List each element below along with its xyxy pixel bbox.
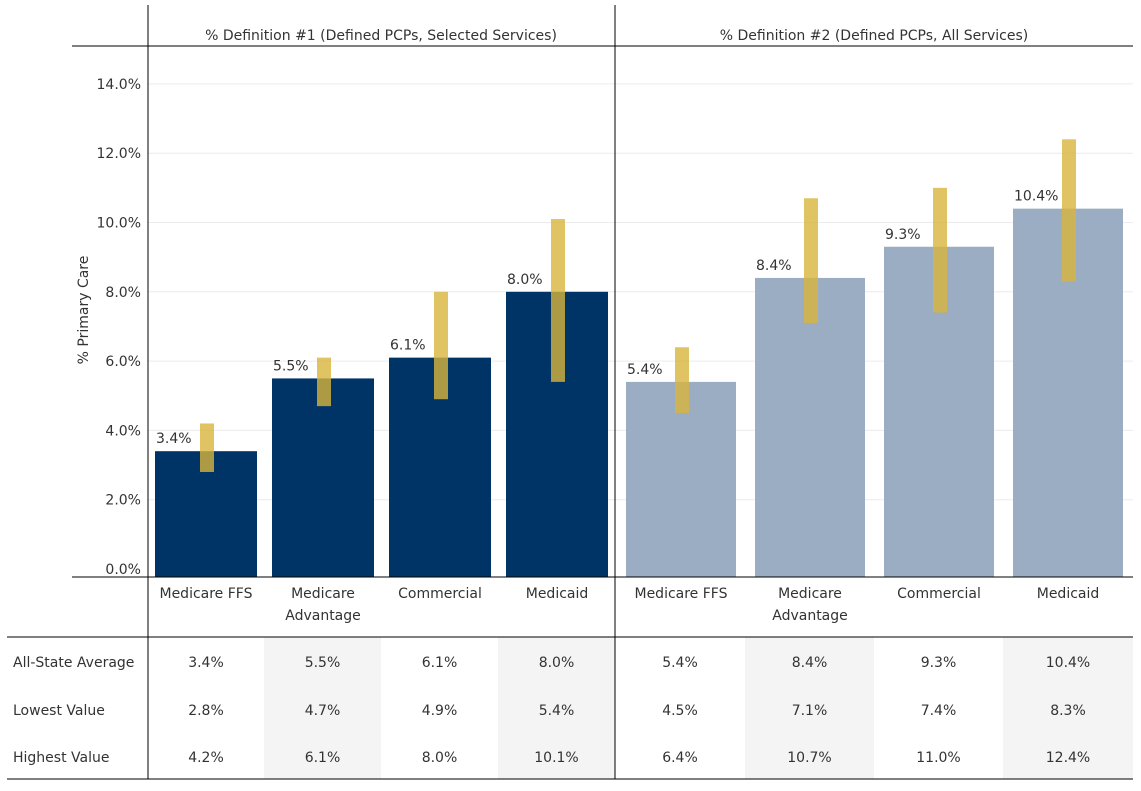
table-cell: 7.4% xyxy=(921,703,957,719)
bar xyxy=(155,451,257,577)
range-bar xyxy=(551,219,565,382)
bar-value-label: 10.4% xyxy=(1014,189,1058,205)
y-tick-label: 10.0% xyxy=(97,216,141,232)
table-cell: 4.5% xyxy=(662,703,698,719)
x-category-label: Advantage xyxy=(772,608,848,624)
y-tick-label: 12.0% xyxy=(97,146,141,162)
range-bar xyxy=(933,187,947,313)
table-cell: 6.4% xyxy=(662,750,698,766)
table-cell: 6.1% xyxy=(422,655,458,671)
table-cell: 8.4% xyxy=(792,655,828,671)
x-category-label: Medicare xyxy=(778,586,842,602)
bar xyxy=(626,381,736,577)
table-cell: 12.4% xyxy=(1046,750,1090,766)
table-row-label-highest: Highest Value xyxy=(13,750,109,766)
x-category-label: Commercial xyxy=(897,586,981,602)
panel-title-1: % Definition #1 (Defined PCPs, Selected … xyxy=(205,28,557,44)
y-axis-label: % Primary Care xyxy=(76,256,92,365)
bar-value-label: 8.0% xyxy=(507,272,543,288)
y-tick-label: 2.0% xyxy=(105,493,141,509)
range-bar xyxy=(434,291,448,400)
table-row-label-average: All-State Average xyxy=(13,655,134,671)
chart-text: % Definition #1 (Defined PCPs, Selected … xyxy=(13,28,1099,766)
table-cell: 8.3% xyxy=(1050,703,1086,719)
y-tick-label: 14.0% xyxy=(97,77,141,93)
x-category-label: Medicare FFS xyxy=(159,586,252,602)
range-bar xyxy=(200,423,214,472)
table-cell: 7.1% xyxy=(792,703,828,719)
y-tick-label: 0.0% xyxy=(105,562,141,578)
table-row-label-lowest: Lowest Value xyxy=(13,703,105,719)
range-bar xyxy=(1062,139,1076,282)
table-shading xyxy=(264,637,1133,779)
table-cell: 2.8% xyxy=(188,703,224,719)
table-column-shade xyxy=(498,637,615,779)
bar-value-label: 6.1% xyxy=(390,338,426,354)
table-cell: 6.1% xyxy=(305,750,341,766)
bar-value-label: 5.5% xyxy=(273,358,309,374)
range-bar xyxy=(675,347,689,414)
table-cell: 4.2% xyxy=(188,750,224,766)
bar-value-label: 9.3% xyxy=(885,227,921,243)
table-cell: 9.3% xyxy=(921,655,957,671)
bar xyxy=(272,378,374,577)
table-cell: 11.0% xyxy=(916,750,960,766)
x-category-label: Medicare FFS xyxy=(634,586,727,602)
table-column-shade xyxy=(745,637,874,779)
table-cell: 8.0% xyxy=(422,750,458,766)
table-cell: 10.4% xyxy=(1046,655,1090,671)
table-column-shade xyxy=(264,637,381,779)
y-tick-label: 6.0% xyxy=(105,354,141,370)
x-category-label: Medicaid xyxy=(1037,586,1100,602)
bar-value-label: 3.4% xyxy=(156,431,192,447)
panel-title-2: % Definition #2 (Defined PCPs, All Servi… xyxy=(720,28,1029,44)
table-cell: 10.1% xyxy=(534,750,578,766)
table-cell: 8.0% xyxy=(539,655,575,671)
x-category-label: Medicare xyxy=(291,586,355,602)
x-category-label: Medicaid xyxy=(526,586,589,602)
bar-value-label: 5.4% xyxy=(627,362,663,378)
table-cell: 5.5% xyxy=(305,655,341,671)
range-bars xyxy=(200,139,1076,472)
table-cell: 5.4% xyxy=(539,703,575,719)
bars xyxy=(155,208,1123,577)
table-cell: 10.7% xyxy=(787,750,831,766)
x-category-label: Advantage xyxy=(285,608,361,624)
table-cell: 3.4% xyxy=(188,655,224,671)
bar xyxy=(755,277,865,577)
y-tick-label: 8.0% xyxy=(105,285,141,301)
bar-value-label: 8.4% xyxy=(756,258,792,274)
table-column-shade xyxy=(1003,637,1133,779)
table-cell: 5.4% xyxy=(662,655,698,671)
x-category-label: Commercial xyxy=(398,586,482,602)
frame-lines xyxy=(7,5,1133,780)
range-bar xyxy=(317,357,331,407)
y-tick-label: 4.0% xyxy=(105,423,141,439)
table-cell: 4.7% xyxy=(305,703,341,719)
range-bar xyxy=(804,198,818,323)
table-cell: 4.9% xyxy=(422,703,458,719)
